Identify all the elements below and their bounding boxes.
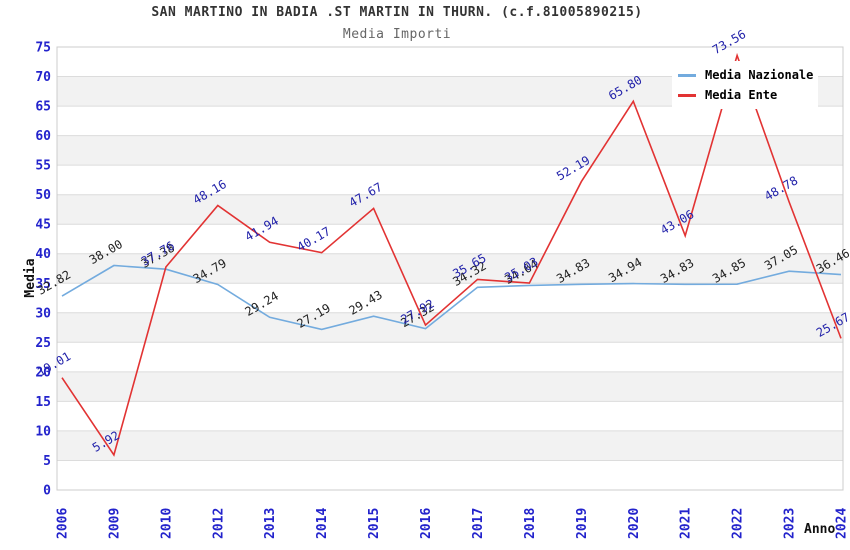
x-tick-label: 2009: [107, 508, 122, 539]
y-tick-label: 15: [35, 395, 51, 410]
media-ente-line-swatch: [678, 93, 696, 97]
plot-band: [57, 135, 843, 166]
y-tick-label: 55: [35, 159, 51, 174]
y-tick-label: 35: [35, 277, 51, 292]
series-line-media-ente: [61, 52, 842, 457]
x-tick-label: 2018: [523, 508, 538, 539]
x-tick-label: 2015: [367, 508, 382, 539]
x-tick-label: 2024: [835, 508, 850, 539]
x-tick-label: 2010: [159, 508, 174, 539]
y-tick-label: 5: [43, 454, 51, 469]
y-tick-label: 65: [35, 100, 51, 115]
y-tick-label: 30: [35, 306, 51, 321]
legend-label-media-nazionale: Media Nazionale: [705, 68, 814, 82]
plot-band: [57, 371, 843, 402]
plot-band: [57, 194, 843, 225]
x-tick-label: 2022: [731, 508, 746, 539]
plot-band: [57, 253, 843, 284]
y-tick-label: 25: [35, 336, 51, 351]
x-tick-label: 2020: [627, 508, 642, 539]
x-tick-label: 2019: [575, 508, 590, 539]
legend-item-media-nazionale[interactable]: Media Nazionale: [678, 65, 818, 85]
x-tick-label: 2014: [315, 508, 330, 539]
y-tick-label: 60: [35, 129, 51, 144]
x-tick-label: 2012: [211, 508, 226, 539]
y-tick-label: 10: [35, 424, 51, 439]
legend-label-media-ente: Media Ente: [705, 88, 778, 102]
point-label-media-ente: 73.56: [710, 27, 748, 57]
point-label-media-ente: 40.17: [295, 224, 333, 254]
y-tick-label: 20: [35, 365, 51, 380]
y-tick-label: 45: [35, 218, 51, 233]
plot-band: [57, 312, 843, 343]
x-tick-label: 2016: [419, 508, 434, 539]
chart-legend: Media Nazionale Media Ente: [672, 61, 818, 109]
x-axis-title: Anno: [804, 522, 836, 537]
series-line-media-nazionale: [61, 264, 842, 331]
plot-border: [56, 46, 844, 491]
x-tick-label: 2021: [679, 508, 694, 539]
x-tick-label: 2006: [56, 508, 71, 539]
y-axis-title: Media: [23, 258, 38, 298]
chart-title: SAN MARTINO IN BADIA .ST MARTIN IN THURN…: [151, 5, 643, 20]
x-tick-label: 2017: [471, 508, 486, 539]
legend-item-media-ente[interactable]: Media Ente: [678, 85, 818, 105]
y-tick-label: 40: [35, 247, 51, 262]
chart-subtitle: Media Importi: [342, 27, 452, 42]
y-tick-label: 70: [35, 70, 51, 85]
plot-band: [57, 430, 843, 461]
y-tick-label: 50: [35, 188, 51, 203]
media-nazionale-line-swatch: [678, 73, 696, 77]
x-tick-label: 2023: [783, 508, 798, 539]
y-tick-label: 75: [35, 41, 51, 56]
y-tick-label: 0: [43, 484, 51, 499]
x-tick-label: 2013: [263, 508, 278, 539]
